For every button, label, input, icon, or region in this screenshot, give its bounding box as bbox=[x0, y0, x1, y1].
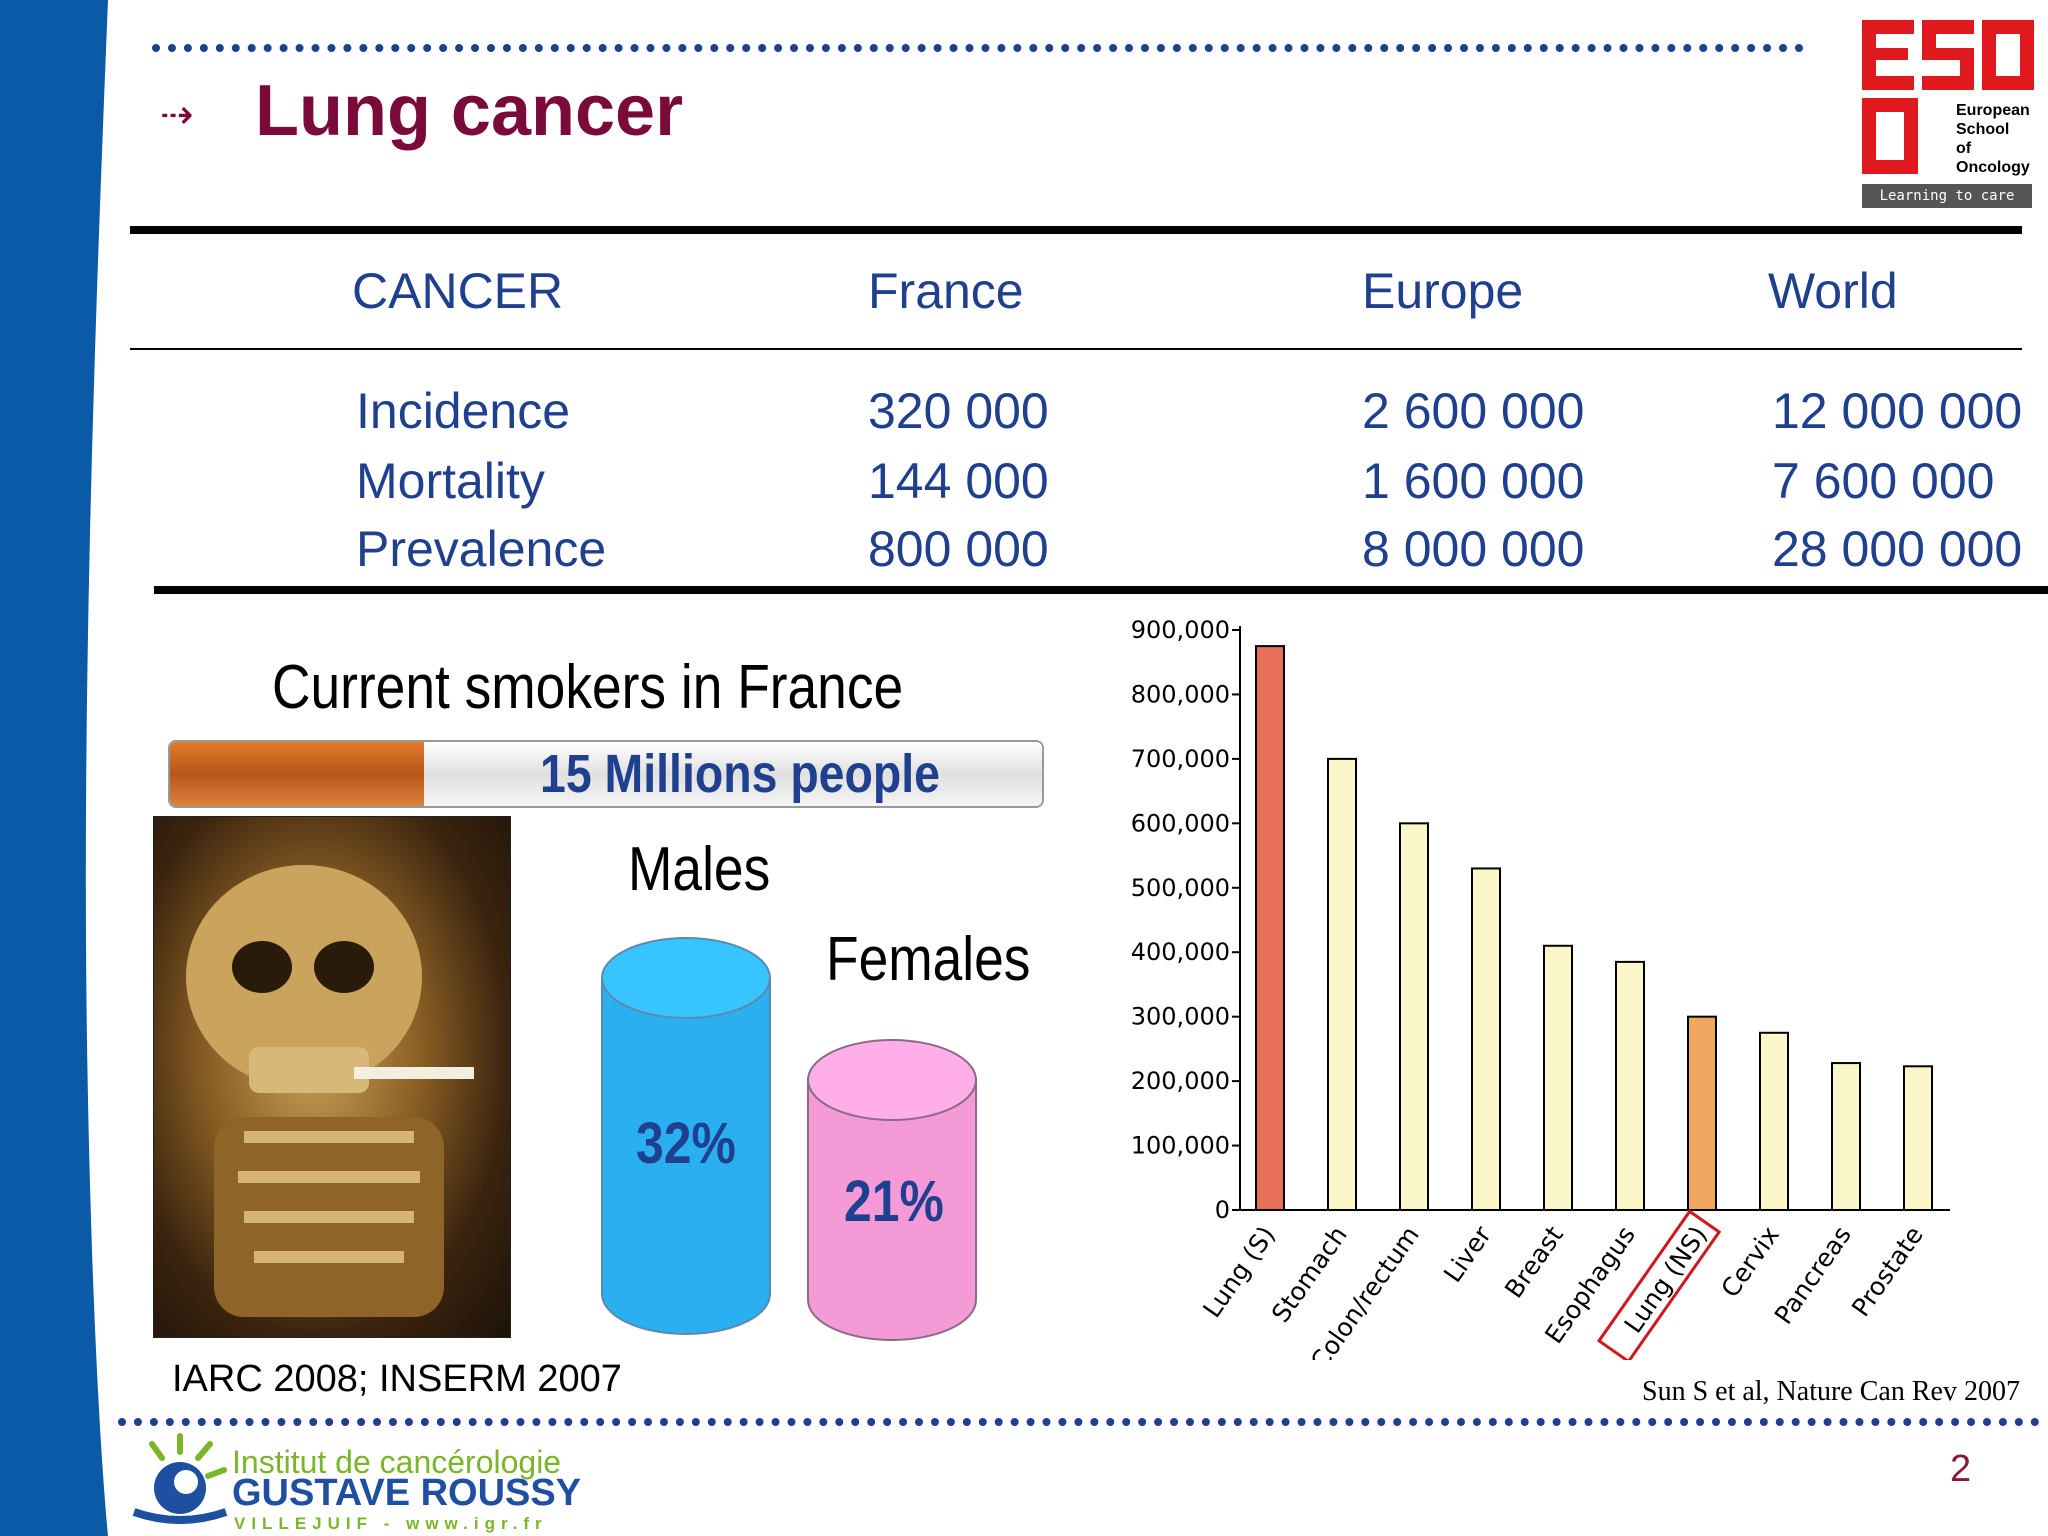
chart-x-tick-label: Liver bbox=[1438, 1220, 1497, 1287]
cigarette-paper bbox=[424, 742, 1042, 806]
table-bottom-rule bbox=[154, 586, 2048, 594]
chart-x-tick-label: Breast bbox=[1499, 1221, 1569, 1304]
chart-y-tick-label: 700,000 bbox=[1131, 745, 1230, 773]
chart-bar bbox=[1903, 1065, 1933, 1211]
cancer-deaths-bar-chart: 0 100,000 200,000 300,000 400,000 500,000 600,… bbox=[1131, 616, 1950, 1360]
page-number: 2 bbox=[1950, 1448, 1972, 1490]
table-header-cancer: CANCER bbox=[352, 263, 564, 319]
table-row-label: Incidence bbox=[356, 383, 571, 439]
chart-y-tick-label: 200,000 bbox=[1131, 1067, 1230, 1095]
footer-institute-line1: Institut de cancérologie bbox=[232, 1444, 562, 1480]
chart-y-tick-label: 500,000 bbox=[1131, 874, 1230, 902]
smokers-title: Current smokers in France bbox=[272, 653, 904, 722]
cigarette-label: 15 Millions people bbox=[540, 744, 940, 804]
table-header-rule bbox=[130, 348, 2022, 350]
table-cell: 800 000 bbox=[868, 521, 1049, 577]
table-header-france: France bbox=[868, 263, 1024, 319]
chart-x-tick-label: Cervix bbox=[1715, 1221, 1784, 1303]
footer-institute-line2: GUSTAVE ROUSSY bbox=[232, 1472, 582, 1514]
cigarette-filter bbox=[170, 742, 424, 806]
table-header-europe: Europe bbox=[1362, 263, 1524, 319]
chart-y-tick-label: 300,000 bbox=[1131, 1003, 1230, 1031]
chart-bar bbox=[1327, 757, 1357, 1211]
slide-title: Lung cancer bbox=[255, 71, 684, 151]
table-cell: 8 000 000 bbox=[1362, 521, 1585, 577]
eso-logo-line4: Oncology bbox=[1956, 159, 2030, 176]
table-row-label: Prevalence bbox=[356, 521, 607, 577]
chart-bar bbox=[1687, 1015, 1717, 1211]
chart-bar bbox=[1543, 944, 1573, 1211]
table-cell: 12 000 000 bbox=[1772, 383, 2023, 439]
chart-y-tick-label: 800,000 bbox=[1131, 680, 1230, 708]
chart-y-tick-label: 600,000 bbox=[1131, 809, 1230, 837]
males-label: Males bbox=[628, 835, 771, 904]
chart-highlight-box bbox=[1596, 1209, 1722, 1360]
chart-y-tick-label: 400,000 bbox=[1131, 938, 1230, 966]
chart-bar bbox=[1615, 960, 1645, 1211]
chart-bar bbox=[1399, 822, 1429, 1211]
smokers-cylinders bbox=[601, 937, 977, 1341]
footer-institute-line3: VILLEJUIF - www.igr.fr bbox=[234, 1514, 548, 1533]
skull-illustration bbox=[186, 865, 474, 1317]
eso-logo-mark bbox=[1862, 20, 2034, 174]
females-label: Females bbox=[826, 925, 1031, 994]
females-cylinder bbox=[807, 1039, 977, 1341]
chart-y-tick-label: 900,000 bbox=[1131, 616, 1230, 644]
chart-bar bbox=[1471, 867, 1501, 1211]
eso-logo-tagline: Learning to care bbox=[1862, 184, 2032, 208]
chart-citation: Sun S et al, Nature Can Rev 2007 bbox=[1642, 1376, 2020, 1407]
males-cylinder bbox=[601, 937, 771, 1335]
table-cell: 28 000 000 bbox=[1772, 521, 2023, 577]
table-top-rule bbox=[130, 226, 2022, 234]
table-cell: 144 000 bbox=[868, 453, 1049, 509]
table-cell: 7 600 000 bbox=[1772, 453, 1995, 509]
chart-bar bbox=[1759, 1031, 1789, 1211]
cigarette-graphic: 15 Millions people bbox=[168, 740, 1044, 808]
eso-logo-line2: School bbox=[1956, 121, 2010, 138]
table-header-world: World bbox=[1768, 263, 1898, 319]
table-cell: 2 600 000 bbox=[1362, 383, 1585, 439]
chart-bar bbox=[1255, 645, 1285, 1212]
males-percent: 32% bbox=[636, 1111, 736, 1176]
title-arrow-icon: ⇢ bbox=[160, 93, 194, 137]
chart-y-tick-label: 100,000 bbox=[1131, 1132, 1230, 1160]
chart-x-tick-label: Prostate bbox=[1846, 1221, 1929, 1322]
eso-logo-line1: European bbox=[1956, 102, 2030, 119]
sidebar-decoration bbox=[0, 0, 108, 1536]
smokers-citation: IARC 2008; INSERM 2007 bbox=[172, 1358, 622, 1400]
skull-painting bbox=[153, 816, 511, 1338]
bottom-dotted-divider bbox=[118, 1418, 2040, 1426]
chart-bar bbox=[1831, 1062, 1861, 1212]
females-percent: 21% bbox=[844, 1169, 944, 1234]
chart-y-tick-label: 0 bbox=[1215, 1196, 1230, 1224]
eso-logo-line3: of bbox=[1956, 140, 1972, 157]
top-dotted-divider bbox=[152, 44, 1804, 52]
table-row-label: Mortality bbox=[356, 453, 545, 509]
table-cell: 1 600 000 bbox=[1362, 453, 1585, 509]
table-cell: 320 000 bbox=[868, 383, 1049, 439]
igr-logo-icon bbox=[132, 1433, 228, 1524]
eso-logo: European School of Oncology Learning to … bbox=[1860, 18, 2036, 214]
